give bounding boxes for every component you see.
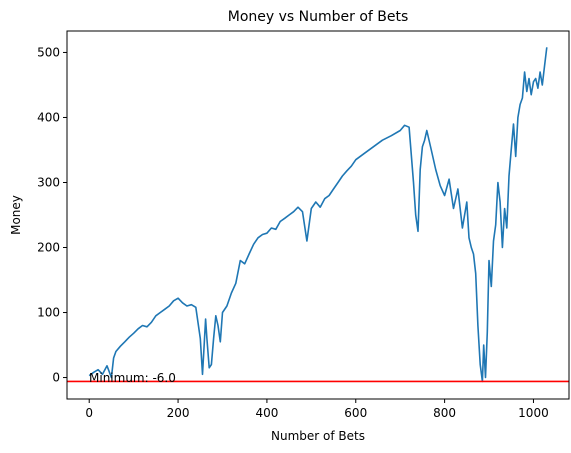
y-tick-label: 0 (52, 371, 60, 385)
x-tick-label: 600 (344, 406, 367, 420)
y-tick-label: 500 (37, 45, 60, 59)
y-axis-title: Money (9, 195, 23, 235)
chart-title: Money vs Number of Bets (228, 9, 409, 25)
minimum-annotation: Minimum: -6.0 (89, 371, 176, 385)
money-series-line (88, 47, 548, 383)
y-tick-label: 400 (37, 110, 60, 124)
x-tick-label: 0 (85, 406, 93, 420)
x-axis-title: Number of Bets (271, 429, 365, 443)
x-tick-label: 800 (433, 406, 456, 420)
y-tick-label: 200 (37, 241, 60, 255)
y-tick-label: 300 (37, 175, 60, 189)
x-tick-label: 1000 (518, 406, 549, 420)
x-tick-label: 400 (255, 406, 278, 420)
x-tick-label: 200 (167, 406, 190, 420)
y-tick-label: 100 (37, 306, 60, 320)
plot-area-frame (66, 30, 570, 400)
